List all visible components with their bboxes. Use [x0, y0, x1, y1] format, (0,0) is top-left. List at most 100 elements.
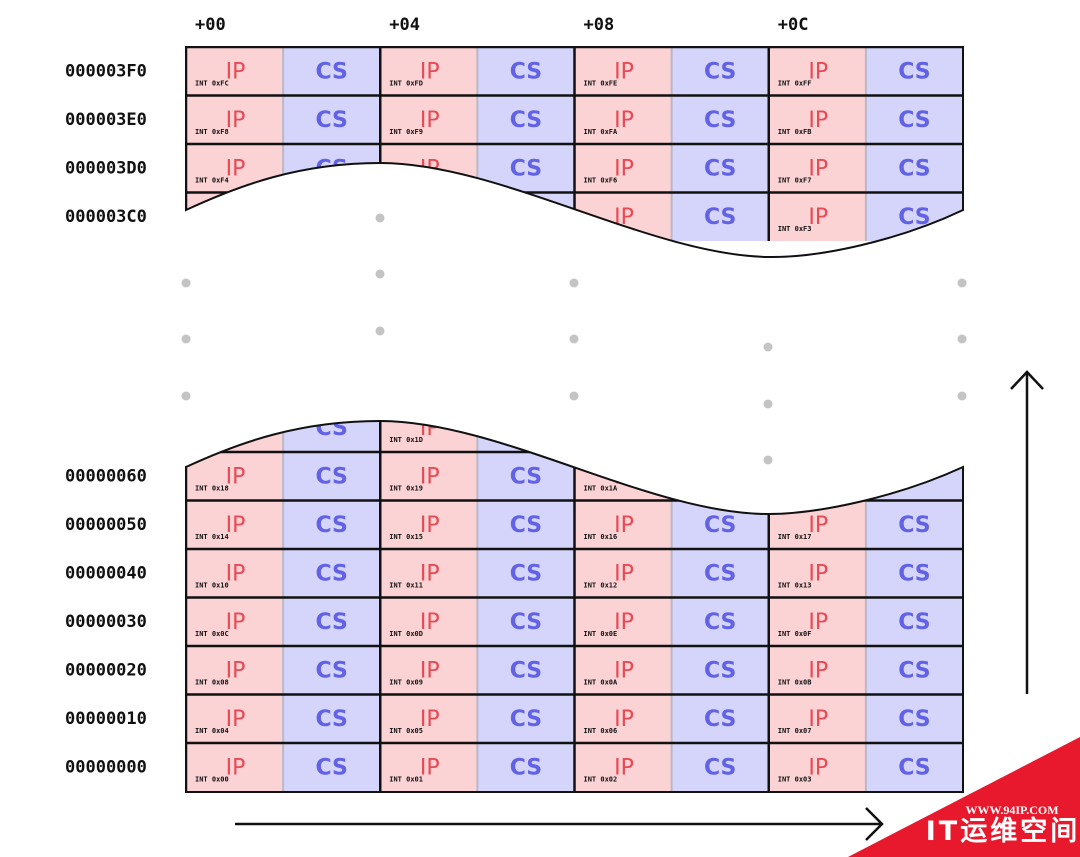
int-label: INT 0xFC [195, 80, 229, 88]
ip-label: IP [808, 513, 828, 538]
watermark-name: IT运维空间 [926, 815, 1080, 847]
cs-label: CS [704, 205, 736, 230]
ip-label: IP [808, 610, 828, 635]
ip-label: IP [808, 707, 828, 732]
cs-cell [477, 694, 575, 743]
cs-label: CS [704, 464, 736, 489]
ip-label: IP [808, 156, 828, 181]
int-label: INT 0x06 [584, 727, 618, 735]
int-label: INT 0xF4 [195, 177, 229, 185]
cs-cell [865, 646, 963, 695]
cs-label: CS [704, 108, 736, 133]
ip-cell [186, 694, 284, 743]
cs-label: CS [315, 416, 347, 441]
int-label: INT 0x10 [195, 582, 229, 590]
cs-label: CS [510, 561, 542, 586]
cs-label: CS [315, 59, 347, 84]
ip-cell [768, 47, 866, 96]
cs-cell [283, 743, 381, 792]
ip-cell [380, 743, 478, 792]
ip-cell [380, 549, 478, 598]
ip-cell [380, 500, 478, 549]
cs-label: CS [704, 513, 736, 538]
row-address: 000003F0 [65, 61, 147, 81]
cs-label: CS [510, 707, 542, 732]
cs-label: CS [315, 610, 347, 635]
column-header: +08 [584, 15, 615, 35]
ip-cell [380, 452, 478, 501]
ip-cell [574, 549, 672, 598]
ip-cell [380, 597, 478, 646]
cs-cell [283, 597, 381, 646]
cs-cell [477, 47, 575, 96]
cs-label: CS [510, 59, 542, 84]
int-label: INT 0xF7 [778, 177, 812, 185]
cs-cell [671, 421, 769, 452]
column-header: +0C [778, 15, 809, 35]
cs-label: CS [704, 707, 736, 732]
ip-cell [768, 144, 866, 193]
cs-cell [671, 597, 769, 646]
int-label: INT 0xF8 [195, 128, 229, 136]
cs-label: CS [898, 416, 930, 441]
row-address: 00000010 [65, 709, 147, 729]
int-label: INT 0x15 [389, 533, 423, 541]
ip-cell [380, 694, 478, 743]
ip-label: IP [420, 108, 440, 133]
cs-label: CS [510, 755, 542, 780]
row-address: 00000040 [65, 563, 147, 583]
ip-label: IP [420, 755, 440, 780]
int-label: INT 0x17 [778, 533, 812, 541]
ip-cell [380, 646, 478, 695]
int-label: INT 0xFF [778, 80, 812, 88]
ip-label: IP [226, 416, 246, 441]
cs-cell [671, 743, 769, 792]
int-label: INT 0xF6 [584, 177, 618, 185]
cs-cell [865, 47, 963, 96]
int-label: INT 0x02 [584, 776, 618, 784]
ip-cell [574, 694, 672, 743]
ip-label: IP [808, 561, 828, 586]
ip-label: IP [614, 416, 634, 441]
ip-cell [574, 47, 672, 96]
cs-label: CS [510, 416, 542, 441]
cs-label: CS [315, 108, 347, 133]
ip-label: IP [420, 561, 440, 586]
cs-label: CS [315, 156, 347, 181]
ip-cell [574, 500, 672, 549]
ip-label: IP [226, 464, 246, 489]
ip-label: IP [808, 108, 828, 133]
cs-cell [671, 192, 769, 241]
cs-label: CS [704, 561, 736, 586]
column-header: +00 [195, 15, 226, 35]
ip-label: IP [226, 59, 246, 84]
cs-label: CS [704, 610, 736, 635]
cs-label: CS [510, 205, 542, 230]
ip-cell [380, 47, 478, 96]
cs-cell [671, 646, 769, 695]
ip-cell [768, 549, 866, 598]
ip-label: IP [808, 416, 828, 441]
ip-cell [574, 646, 672, 695]
int-label: INT 0x0C [195, 630, 229, 638]
cs-label: CS [315, 513, 347, 538]
cs-cell [865, 694, 963, 743]
cs-cell [865, 452, 963, 501]
ip-cell [768, 646, 866, 695]
int-label: INT 0x0B [778, 679, 812, 687]
int-label: INT 0x16 [584, 533, 618, 541]
watermark-url: WWW.94IP.COM [965, 803, 1058, 817]
cs-cell [477, 646, 575, 695]
cs-cell [865, 549, 963, 598]
cs-cell [283, 95, 381, 144]
int-label: INT 0x05 [389, 727, 423, 735]
cs-label: CS [315, 205, 347, 230]
ip-label: IP [614, 108, 634, 133]
ip-label: IP [808, 205, 828, 230]
cs-label: CS [898, 658, 930, 683]
ip-label: IP [614, 658, 634, 683]
cs-label: CS [704, 156, 736, 181]
cs-cell [671, 95, 769, 144]
cs-cell [477, 192, 575, 241]
ip-label: IP [614, 59, 634, 84]
